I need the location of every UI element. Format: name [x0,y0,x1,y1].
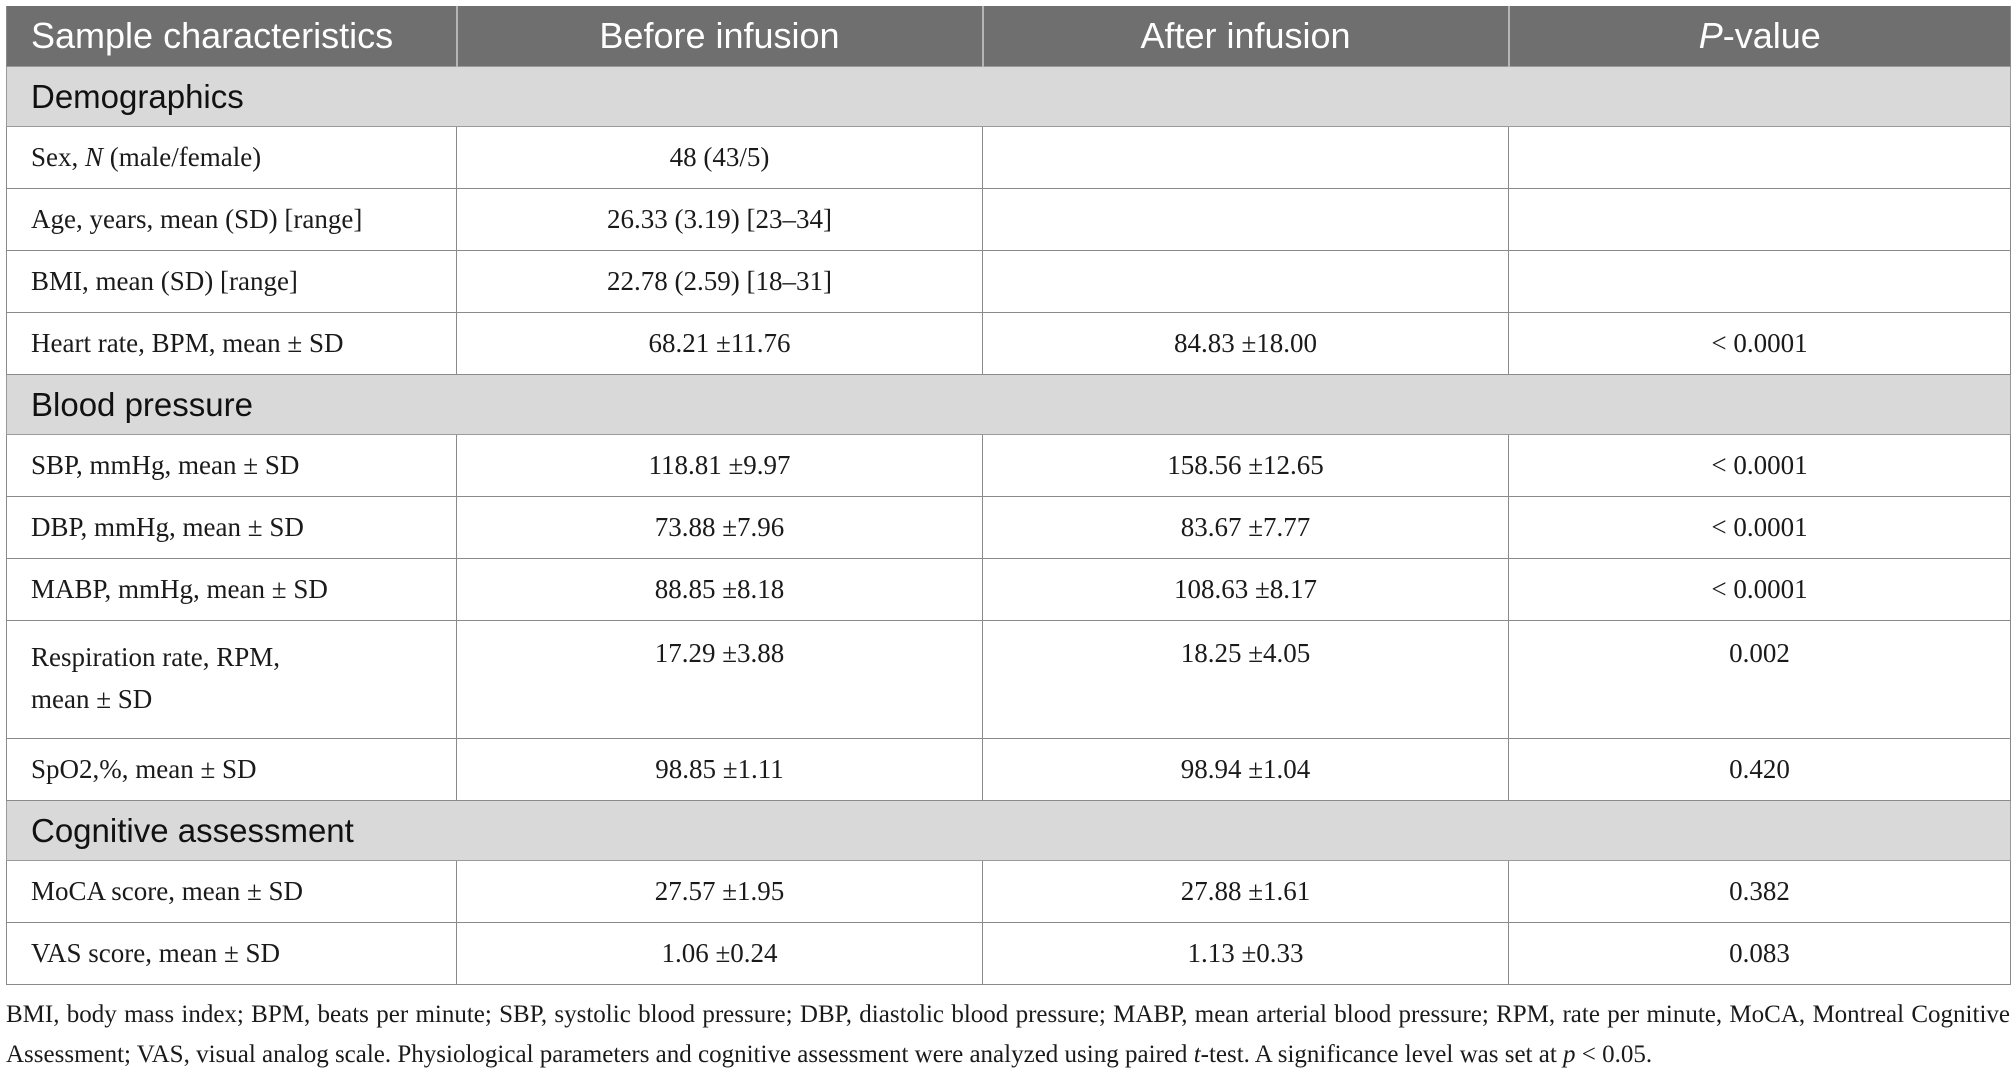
spo2-before-value: 98.85 ±1.11 [456,738,983,801]
table-header-row: Sample characteristics Before infusion A… [6,6,2011,67]
spo2-after-value: 98.94 ±1.04 [982,738,1509,801]
table-row-bmi: BMI, mean (SD) [range] 22.78 (2.59) [18–… [6,250,2011,313]
table-footnote: BMI, body mass index; BPM, beats per min… [6,995,2010,1075]
sbp-after-value: 158.56 ±12.65 [982,434,1509,497]
table-row-spo2: SpO2,%, mean ± SD 98.85 ±1.11 98.94 ±1.0… [6,738,2011,801]
heart-rate-p-value: < 0.0001 [1508,312,2011,375]
moca-p-value: 0.382 [1508,860,2011,923]
moca-after-value: 27.88 ±1.61 [982,860,1509,923]
characteristics-table-container: Sample characteristics Before infusion A… [6,6,2011,985]
footnote-text-1: BMI, body mass index; BPM, beats per min… [6,1001,2010,1068]
section-row-cognitive-assessment: Cognitive assessment [6,800,2011,861]
sbp-before-value: 118.81 ±9.97 [456,434,983,497]
row-label-mabp: MABP, mmHg, mean ± SD [6,558,457,621]
characteristics-table: Sample characteristics Before infusion A… [6,6,2011,985]
vas-after-value: 1.13 ±0.33 [982,922,1509,985]
table-row-respiration-rate: Respiration rate, RPM, mean ± SD 17.29 ±3… [6,620,2011,739]
respiration-after-value: 18.25 ±4.05 [982,620,1509,739]
table-row-sex: Sex, N (male/female) 48 (43/5) [6,126,2011,189]
section-row-demographics: Demographics [6,66,2011,127]
bmi-before-value: 22.78 (2.59) [18–31] [456,250,983,313]
table-row-mabp: MABP, mmHg, mean ± SD 88.85 ±8.18 108.63… [6,558,2011,621]
dbp-after-value: 83.67 ±7.77 [982,496,1509,559]
table-row-moca: MoCA score, mean ± SD 27.57 ±1.95 27.88 … [6,860,2011,923]
header-p-letter: P [1698,15,1723,56]
sbp-p-value: < 0.0001 [1508,434,2011,497]
respiration-p-value: 0.002 [1508,620,2011,739]
row-label-spo2: SpO2,%, mean ± SD [6,738,457,801]
bmi-after-value [982,250,1509,313]
row-label-sbp: SBP, mmHg, mean ± SD [6,434,457,497]
header-p-value: P-value [1507,6,2011,67]
mabp-p-value: < 0.0001 [1508,558,2011,621]
moca-before-value: 27.57 ±1.95 [456,860,983,923]
age-after-value [982,188,1509,251]
dbp-before-value: 73.88 ±7.96 [456,496,983,559]
dbp-p-value: < 0.0001 [1508,496,2011,559]
header-sample-characteristics: Sample characteristics [6,6,458,67]
footnote-text-2: -test. A significance level was set at [1200,1041,1564,1068]
row-label-moca: MoCA score, mean ± SD [6,860,457,923]
heart-rate-before-value: 68.21 ±11.76 [456,312,983,375]
footnote-p-letter: p [1563,1041,1576,1068]
respiration-label-line1: Respiration rate, RPM, [31,642,280,672]
sex-p-value [1508,126,2011,189]
sex-label-post: (male/female) [103,142,262,172]
mabp-before-value: 88.85 ±8.18 [456,558,983,621]
vas-before-value: 1.06 ±0.24 [456,922,983,985]
table-row-sbp: SBP, mmHg, mean ± SD 118.81 ±9.97 158.56… [6,434,2011,497]
vas-p-value: 0.083 [1508,922,2011,985]
bmi-p-value [1508,250,2011,313]
section-title-demographics: Demographics [6,66,2011,127]
header-p-suffix: -value [1722,15,1821,56]
header-before-infusion: Before infusion [455,6,984,67]
table-row-heart-rate: Heart rate, BPM, mean ± SD 68.21 ±11.76 … [6,312,2011,375]
age-before-value: 26.33 (3.19) [23–34] [456,188,983,251]
section-title-cognitive-assessment: Cognitive assessment [6,800,2011,861]
row-label-bmi: BMI, mean (SD) [range] [6,250,457,313]
section-title-blood-pressure: Blood pressure [6,374,2011,435]
age-p-value [1508,188,2011,251]
mabp-after-value: 108.63 ±8.17 [982,558,1509,621]
table-row-age: Age, years, mean (SD) [range] 26.33 (3.1… [6,188,2011,251]
table-row-dbp: DBP, mmHg, mean ± SD 73.88 ±7.96 83.67 ±… [6,496,2011,559]
sex-label-pre: Sex, [31,142,85,172]
spo2-p-value: 0.420 [1508,738,2011,801]
respiration-label-line2: mean ± SD [31,684,153,714]
row-label-respiration-rate: Respiration rate, RPM, mean ± SD [6,620,457,739]
table-row-vas: VAS score, mean ± SD 1.06 ±0.24 1.13 ±0.… [6,922,2011,985]
footnote-t-letter: t [1193,1041,1201,1068]
row-label-age: Age, years, mean (SD) [range] [6,188,457,251]
header-after-infusion: After infusion [981,6,1510,67]
footnote-text-3: < 0.05. [1575,1041,1653,1068]
sex-before-value: 48 (43/5) [456,126,983,189]
row-label-heart-rate: Heart rate, BPM, mean ± SD [6,312,457,375]
heart-rate-after-value: 84.83 ±18.00 [982,312,1509,375]
sex-label-n: N [85,142,104,172]
sex-after-value [982,126,1509,189]
section-row-blood-pressure: Blood pressure [6,374,2011,435]
row-label-dbp: DBP, mmHg, mean ± SD [6,496,457,559]
respiration-before-value: 17.29 ±3.88 [456,620,983,739]
row-label-sex: Sex, N (male/female) [6,126,457,189]
row-label-vas: VAS score, mean ± SD [6,922,457,985]
